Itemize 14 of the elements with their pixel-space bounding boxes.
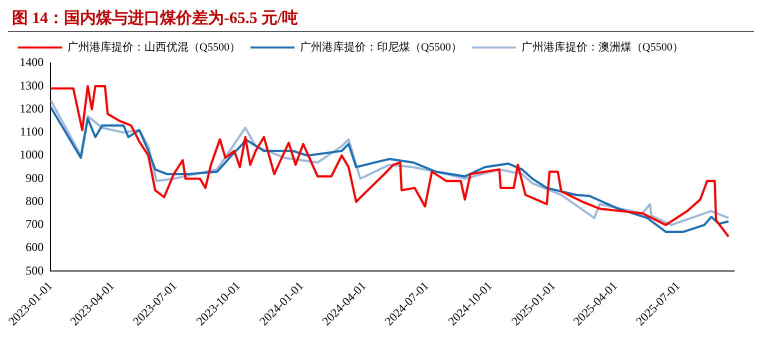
- y-tick-label: 800: [26, 194, 44, 208]
- y-tick-label: 1300: [20, 78, 44, 92]
- y-tick-label: 1100: [20, 124, 44, 139]
- y-tick-label: 700: [26, 217, 44, 232]
- y-tick-label: 1200: [20, 101, 44, 116]
- y-tick-label: 600: [26, 240, 44, 254]
- y-tick-label: 1000: [20, 148, 44, 162]
- y-tick-label: 900: [26, 170, 44, 185]
- y-tick-label: 1400: [20, 55, 44, 70]
- legend-label: 广州港库提价：山西优混（Q5500）: [68, 40, 240, 54]
- legend-label: 广州港库提价：印尼煤（Q5500）: [300, 40, 462, 54]
- chart-title: 图 14：国内煤与进口煤价差为-65.5 元/吨: [8, 8, 754, 32]
- y-tick-label: 500: [26, 263, 44, 278]
- legend-label: 广州港库提价：澳洲煤（Q5500）: [521, 40, 684, 54]
